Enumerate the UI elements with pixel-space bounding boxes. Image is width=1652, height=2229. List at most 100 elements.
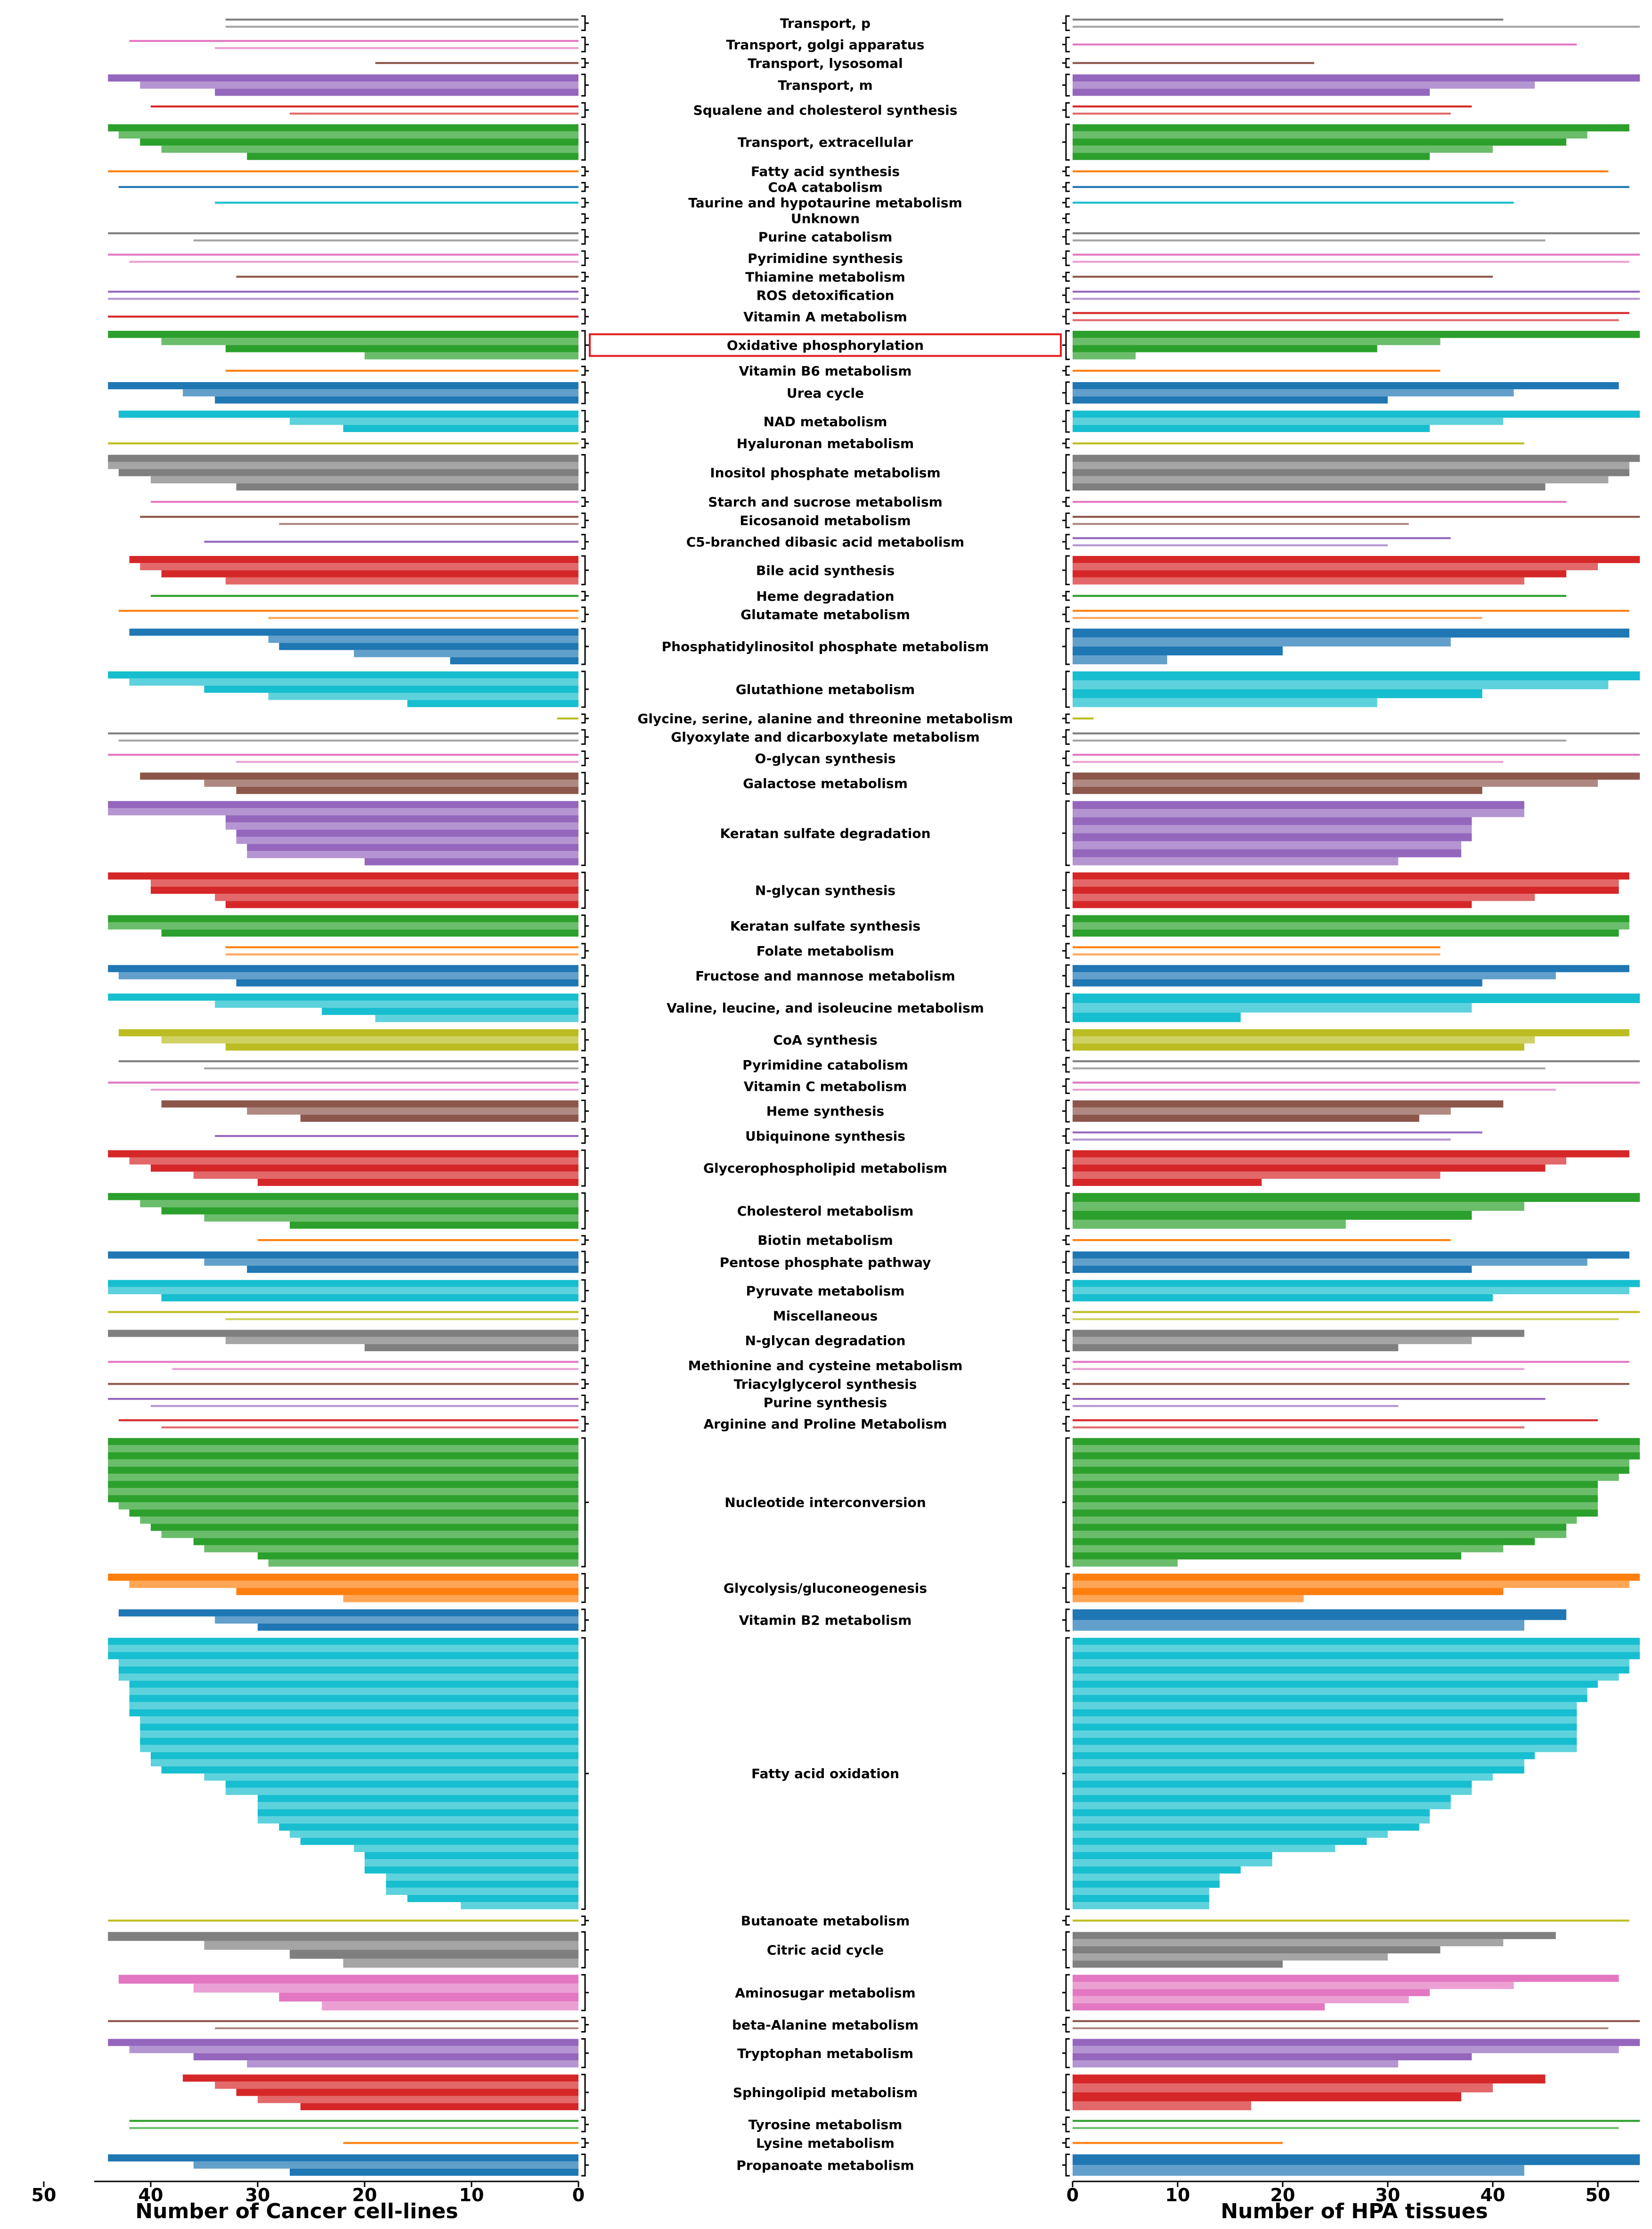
pathway-label: Glycine, serine, alanine and threonine m… xyxy=(637,711,1013,727)
right-bar xyxy=(1073,1043,1524,1051)
left-bar xyxy=(108,2154,578,2162)
left-bar xyxy=(365,1852,578,1860)
left-bar xyxy=(129,40,579,42)
pathway-label: NAD metabolism xyxy=(764,414,887,429)
left-bracket xyxy=(581,454,589,491)
left-bar xyxy=(236,761,579,763)
right-bar xyxy=(1073,1681,1598,1688)
right-bracket xyxy=(1062,772,1070,795)
left-bar xyxy=(108,1488,578,1495)
right-bar xyxy=(1073,1318,1619,1320)
right-bar xyxy=(1073,1946,1440,1954)
right-bar xyxy=(1073,646,1283,656)
group-coa-synthesis: CoA synthesis xyxy=(118,1028,1629,1052)
left-bar xyxy=(215,89,578,96)
left-bar xyxy=(290,417,578,425)
right-bracket xyxy=(1062,410,1070,433)
group-citric-acid-cycle: Citric acid cycle xyxy=(108,1931,1556,1968)
left-bar xyxy=(343,2142,578,2144)
left-bracket xyxy=(581,628,589,665)
right-bar xyxy=(1073,1012,1241,1022)
left-bar xyxy=(247,851,578,858)
right-bar xyxy=(1073,1251,1629,1259)
right-bracket xyxy=(1062,800,1070,866)
right-bar xyxy=(1073,1852,1272,1860)
right-bracket xyxy=(1062,1416,1070,1432)
right-bracket xyxy=(1062,166,1070,177)
left-bar xyxy=(343,1959,578,1968)
left-bar xyxy=(108,1287,578,1294)
left-bar xyxy=(193,1538,578,1545)
left-bar xyxy=(225,1780,578,1788)
left-bar xyxy=(118,1060,578,1062)
group-inositol-phosphate-metabolism: Inositol phosphate metabolism xyxy=(108,454,1640,491)
right-bar xyxy=(1073,1673,1619,1681)
group-oxidative-phosphorylation: Oxidative phosphorylation xyxy=(108,330,1640,360)
left-bracket xyxy=(581,1915,589,1926)
left-bar xyxy=(225,25,578,28)
left-bar xyxy=(151,886,578,894)
pathway-label: Keratan sulfate degradation xyxy=(720,825,930,841)
right-bracket xyxy=(1062,606,1070,622)
right-bar xyxy=(1073,105,1472,108)
right-bar xyxy=(1073,929,1619,937)
left-bar xyxy=(140,515,578,518)
left-bracket xyxy=(581,1057,589,1073)
right-bar xyxy=(1073,1752,1535,1759)
right-bar xyxy=(1073,1545,1504,1552)
pathway-label: Propanoate metabolism xyxy=(736,2157,914,2173)
right-bar xyxy=(1073,1138,1451,1141)
right-bar xyxy=(1073,1266,1472,1273)
group-pyruvate-metabolism: Pyruvate metabolism xyxy=(108,1279,1640,1302)
group-triacylglycerol-synthesis: Triacylglycerol synthesis xyxy=(108,1376,1629,1392)
left-bracket xyxy=(581,1357,589,1373)
right-bracket xyxy=(1062,1357,1070,1373)
right-bar xyxy=(1073,817,1472,825)
right-bracket xyxy=(1062,512,1070,529)
right-bar xyxy=(1073,1919,1629,1922)
right-bar xyxy=(1073,1716,1577,1724)
group-cholesterol-metabolism: Cholesterol metabolism xyxy=(108,1192,1640,1230)
right-bar xyxy=(1073,1595,1304,1602)
left-bar xyxy=(225,345,578,352)
left-bracket xyxy=(581,166,589,177)
right-bar xyxy=(1073,1873,1220,1881)
group-nad-metabolism: NAD metabolism xyxy=(118,410,1640,433)
right-bar xyxy=(1073,425,1430,433)
left-bar xyxy=(151,1088,578,1091)
pathway-label: Transport, p xyxy=(780,16,871,31)
right-bar xyxy=(1073,1652,1640,1659)
left-bar xyxy=(354,650,578,657)
left-bracket xyxy=(581,2038,589,2068)
pathway-label: Folate metabolism xyxy=(757,943,895,959)
right-bar xyxy=(1073,312,1629,314)
right-bar xyxy=(1073,1538,1535,1545)
left-bar xyxy=(108,124,578,131)
right-bar xyxy=(1073,1164,1546,1172)
left-bar xyxy=(118,1673,578,1681)
right-bar xyxy=(1073,1337,1472,1344)
left-bar xyxy=(225,1337,578,1344)
group-glycolysis-gluconeogenesis: Glycolysis/gluconeogenesis xyxy=(108,1573,1640,1603)
left-bar xyxy=(204,779,578,787)
right-bar xyxy=(1073,1894,1209,1902)
right-bracket xyxy=(1062,1915,1070,1926)
left-bar xyxy=(118,131,578,139)
left-bar xyxy=(151,1164,578,1172)
left-bar xyxy=(193,1984,578,1993)
pathway-label: N-glycan degradation xyxy=(745,1333,906,1348)
right-bar xyxy=(1073,410,1640,418)
right-bar xyxy=(1073,1466,1629,1474)
right-bar xyxy=(1073,239,1546,242)
right-bracket xyxy=(1062,2154,1070,2177)
left-bracket xyxy=(581,102,589,118)
right-bar xyxy=(1073,1524,1567,1531)
left-bracket xyxy=(581,229,589,245)
right-bar xyxy=(1073,1902,1209,1910)
left-bracket xyxy=(581,1573,589,1603)
left-bar xyxy=(129,1509,579,1517)
right-bar xyxy=(1073,1405,1399,1407)
right-x-axis-title: Number of HPA tissues xyxy=(1221,2199,1488,2223)
pathway-label: Phosphatidylinositol phosphate metabolis… xyxy=(662,639,989,654)
left-bar xyxy=(225,822,578,830)
